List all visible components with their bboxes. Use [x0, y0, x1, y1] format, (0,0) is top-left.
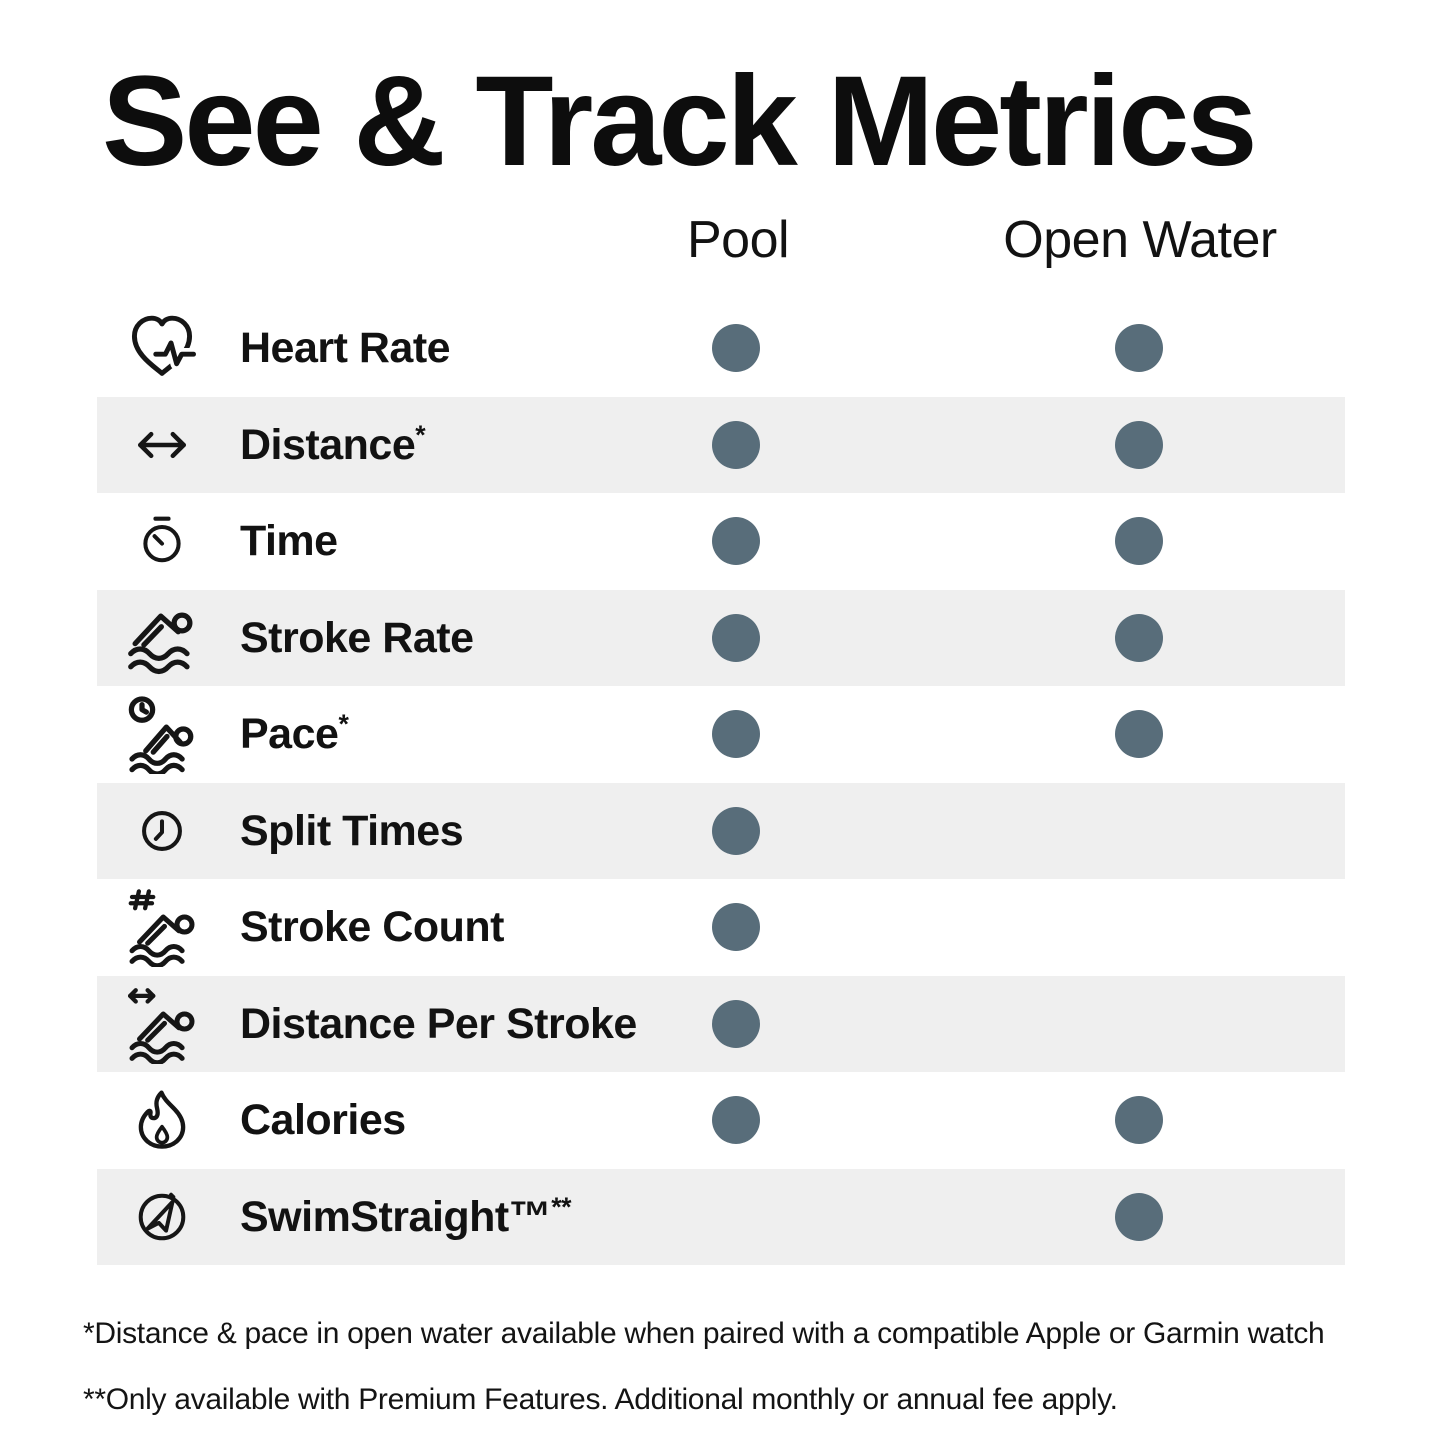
pool-dot [712, 517, 760, 566]
open-water-dot [1115, 324, 1163, 373]
open-water-dot [1115, 1192, 1163, 1241]
swimmer-clock-icon [122, 694, 202, 775]
pool-dot [712, 710, 760, 759]
metric-label: Pace* [240, 709, 349, 759]
footnote-premium: **Only available with Premium Features. … [83, 1383, 1118, 1416]
table-row: Distance Per Stroke [0, 975, 1445, 1073]
metric-label: Heart Rate [240, 324, 451, 373]
pool-dot [712, 1096, 760, 1145]
open-water-dot [1115, 1096, 1163, 1145]
table-row: SwimStraight™** [0, 1168, 1445, 1266]
pool-dot [712, 903, 760, 952]
open-water-dot [1115, 420, 1163, 469]
page-title: See & Track Metrics [102, 50, 1258, 193]
column-header-open-water: Open Water [1003, 211, 1277, 269]
heart-rate-icon [126, 312, 198, 384]
open-water-dot [1115, 517, 1163, 566]
metric-label: Stroke Rate [240, 613, 474, 662]
table-row: Stroke Rate [0, 589, 1445, 687]
metric-label: SwimStraight™** [240, 1191, 572, 1241]
pool-dot [712, 806, 760, 855]
swimmer-distance-icon [122, 984, 202, 1064]
distance-icon [129, 412, 195, 478]
pool-dot [712, 999, 760, 1048]
swimmer-icon [122, 598, 202, 678]
table-row: Distance* [0, 396, 1445, 494]
footnote-distance-pace: *Distance & pace in open water available… [83, 1317, 1325, 1350]
metric-label: Distance Per Stroke [240, 999, 637, 1048]
open-water-dot [1115, 613, 1163, 662]
pool-dot [712, 420, 760, 469]
metrics-table: Heart Rate Distance* [0, 300, 1445, 1265]
metric-label: Stroke Count [240, 903, 504, 952]
metric-label: Time [240, 517, 338, 566]
swimmer-count-icon [122, 887, 202, 968]
metric-label: Distance* [240, 419, 426, 469]
navigation-icon [133, 1188, 191, 1246]
table-row: Stroke Count [0, 879, 1445, 976]
metric-label: Calories [240, 1096, 406, 1145]
table-row: Calories [0, 1072, 1445, 1169]
pool-dot [712, 324, 760, 373]
flame-icon [129, 1087, 195, 1153]
clock-icon [134, 803, 190, 859]
table-row: Pace* [0, 686, 1445, 783]
open-water-dot [1115, 710, 1163, 759]
pool-dot [712, 613, 760, 662]
metric-label: Split Times [240, 806, 464, 855]
table-row: Heart Rate [0, 300, 1445, 397]
table-row: Time [0, 493, 1445, 590]
stopwatch-icon [134, 513, 190, 569]
table-row: Split Times [0, 782, 1445, 880]
column-header-pool: Pool [686, 211, 790, 269]
